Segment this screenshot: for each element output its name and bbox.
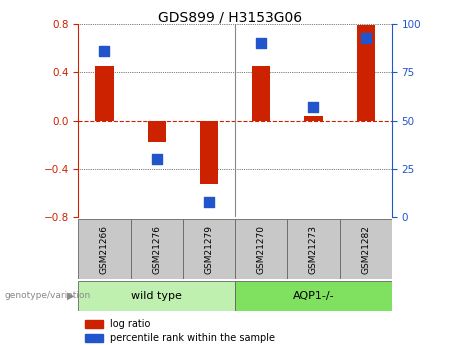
Point xyxy=(153,157,160,162)
Bar xyxy=(183,219,235,279)
Text: AQP1-/-: AQP1-/- xyxy=(293,291,334,301)
Bar xyxy=(78,281,235,310)
Point xyxy=(258,41,265,46)
Point xyxy=(101,48,108,54)
Bar xyxy=(235,281,392,310)
Text: wild type: wild type xyxy=(131,291,182,301)
Text: genotype/variation: genotype/variation xyxy=(5,291,91,300)
Bar xyxy=(235,219,287,279)
Point xyxy=(205,199,213,205)
Bar xyxy=(304,116,323,121)
Text: GSM21276: GSM21276 xyxy=(152,225,161,274)
Bar xyxy=(85,334,103,342)
Bar xyxy=(130,219,183,279)
Bar xyxy=(200,121,218,184)
Text: GSM21282: GSM21282 xyxy=(361,225,370,274)
Bar xyxy=(357,25,375,121)
Bar xyxy=(252,66,270,121)
Point xyxy=(362,35,369,40)
Point xyxy=(310,105,317,110)
Bar xyxy=(340,219,392,279)
Text: GSM21270: GSM21270 xyxy=(257,225,266,274)
Bar xyxy=(78,219,130,279)
Bar xyxy=(85,320,103,328)
Text: log ratio: log ratio xyxy=(110,319,150,329)
Bar xyxy=(287,219,340,279)
Text: GSM21273: GSM21273 xyxy=(309,225,318,274)
Text: percentile rank within the sample: percentile rank within the sample xyxy=(110,333,275,343)
Bar xyxy=(95,66,114,121)
Text: GSM21266: GSM21266 xyxy=(100,225,109,274)
Text: GDS899 / H3153G06: GDS899 / H3153G06 xyxy=(159,10,302,24)
Bar xyxy=(148,121,166,142)
Text: ▶: ▶ xyxy=(67,291,74,301)
Text: GSM21279: GSM21279 xyxy=(205,225,213,274)
